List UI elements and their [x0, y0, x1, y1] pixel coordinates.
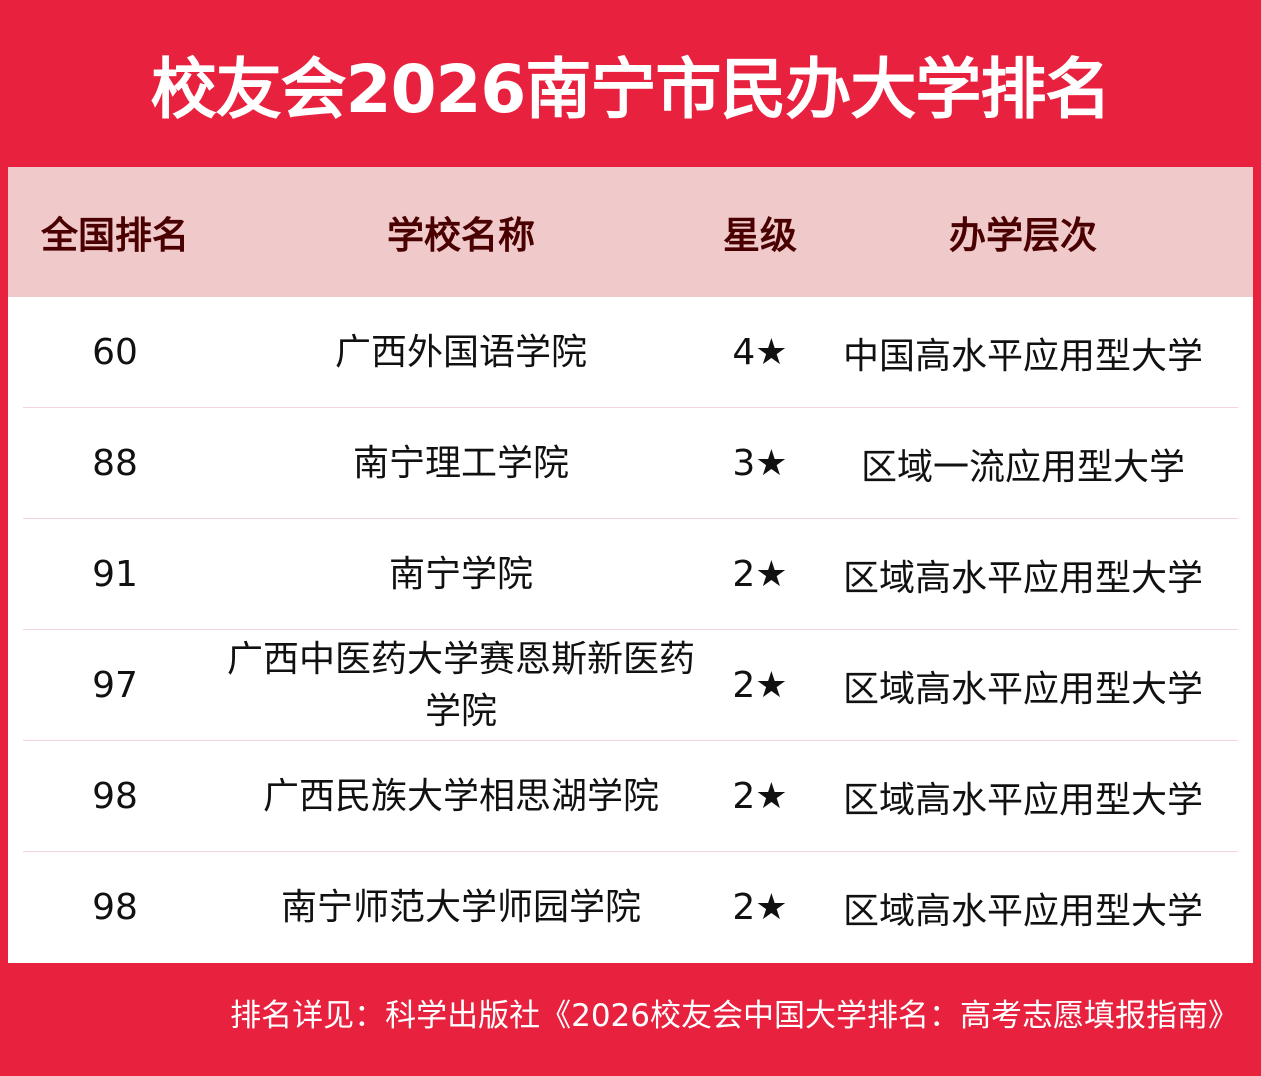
level-cell: 区域一流应用型大学 [860, 446, 1185, 488]
table-row: 91 南宁学院 2★ 区域高水平应用型大学 [8, 519, 1253, 630]
rank-cell: 98 [92, 776, 138, 817]
school-name-cell: 广西中医药大学赛恩斯新医药学院 [226, 638, 695, 732]
column-header-rank: 全国排名 [41, 214, 189, 257]
star-rating-cell: 4★ [732, 332, 788, 373]
rank-cell: 98 [92, 887, 138, 928]
page-title: 校友会2026南宁市民办大学排名 [150, 50, 1112, 128]
column-header-level: 办学层次 [949, 214, 1097, 257]
table-row: 98 广西民族大学相思湖学院 2★ 区域高水平应用型大学 [8, 741, 1253, 852]
rank-cell: 88 [92, 443, 138, 484]
column-header-name: 学校名称 [387, 214, 535, 257]
table-row: 88 南宁理工学院 3★ 区域一流应用型大学 [8, 408, 1253, 519]
star-rating-cell: 2★ [732, 665, 788, 706]
level-cell: 区域高水平应用型大学 [842, 890, 1203, 932]
school-name-cell: 广西民族大学相思湖学院 [262, 775, 659, 817]
star-rating-cell: 3★ [732, 443, 788, 484]
school-name-cell: 广西外国语学院 [334, 331, 587, 373]
level-cell: 中国高水平应用型大学 [842, 335, 1203, 377]
star-rating-cell: 2★ [732, 554, 788, 595]
school-name-cell: 南宁学院 [388, 553, 533, 595]
level-cell: 区域高水平应用型大学 [842, 779, 1203, 821]
table-row: 98 南宁师范大学师园学院 2★ 区域高水平应用型大学 [8, 852, 1253, 963]
level-cell: 区域高水平应用型大学 [842, 557, 1203, 599]
rank-cell: 60 [92, 332, 138, 373]
star-rating-cell: 2★ [732, 887, 788, 928]
rank-cell: 97 [92, 665, 138, 706]
column-header-stars: 星级 [723, 214, 797, 257]
rank-cell: 91 [92, 554, 138, 595]
source-note: 排名详见：科学出版社《2026校友会中国大学排名：高考志愿填报指南》 [230, 998, 1239, 1034]
table-header: 全国排名 学校名称 星级 办学层次 [8, 167, 1253, 297]
school-name-cell: 南宁师范大学师园学院 [280, 886, 641, 928]
star-rating-cell: 2★ [732, 776, 788, 817]
school-name-cell: 南宁理工学院 [352, 442, 569, 484]
level-cell: 区域高水平应用型大学 [842, 668, 1203, 710]
ranking-table: 全国排名 学校名称 星级 办学层次 60 广西外国语学院 4★ 中国高水平应用型大学 8… [8, 167, 1253, 963]
table-row: 60 广西外国语学院 4★ 中国高水平应用型大学 [8, 297, 1253, 408]
table-row: 97 广西中医药大学赛恩斯新医药学院 2★ 区域高水平应用型大学 [8, 630, 1253, 741]
